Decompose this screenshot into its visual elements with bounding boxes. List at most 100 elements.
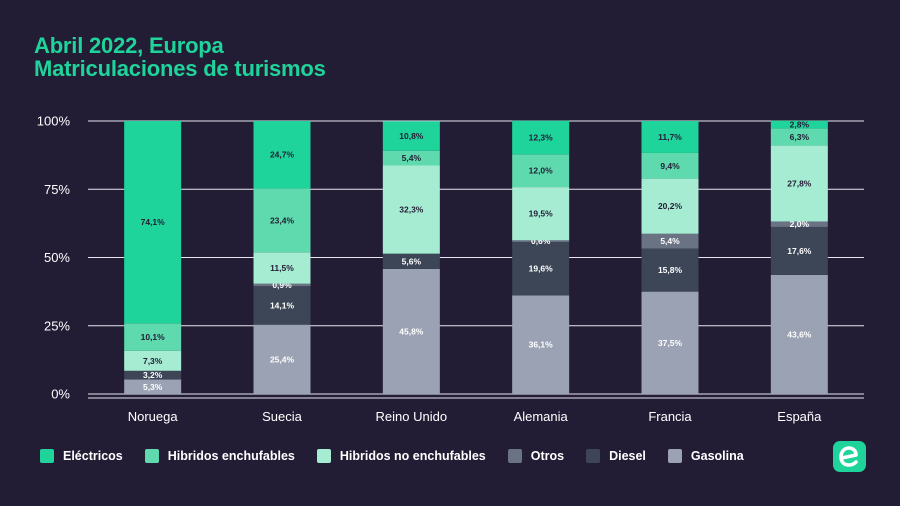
data-label: 32,3%: [399, 205, 424, 215]
stacked-bar-chart: 0% 25% 50% 75% 100% 5,3% 3,2% 7,3% 10,1% 74,1% Nor…: [37, 114, 864, 424]
data-label: 2,8%: [790, 120, 810, 130]
bar-segment: [382, 268, 440, 394]
bar-segment: [512, 295, 570, 394]
data-label: 36,1%: [529, 340, 554, 350]
data-label: 12,3%: [529, 133, 554, 143]
bar-segment: [512, 120, 570, 155]
bar-segment: [641, 248, 699, 292]
bar-segment: [641, 291, 699, 394]
x-tick-label: Reino Unido: [376, 409, 448, 424]
legend-label: Diesel: [609, 449, 646, 463]
legend-item: Hibridos enchufables: [144, 449, 295, 463]
data-label: 11,5%: [270, 263, 294, 273]
y-tick-label: 75%: [44, 182, 70, 197]
data-label: 5,4%: [402, 153, 422, 163]
data-label: 9,4%: [660, 161, 680, 171]
bar-segment: [124, 323, 182, 351]
data-label: 2,0%: [790, 219, 810, 229]
bar-segment: [382, 165, 440, 254]
data-label: 15,8%: [658, 265, 683, 275]
bar-segment: [382, 121, 440, 151]
data-label: 14,1%: [270, 300, 295, 310]
title-line-2: Matriculaciones de turismos: [34, 56, 326, 81]
y-tick-label: 25%: [44, 318, 70, 333]
bar-segment: [124, 370, 182, 380]
y-tick-label: 100%: [37, 114, 71, 129]
bar-segment: [641, 233, 699, 249]
x-tick-label: Suecia: [262, 409, 303, 424]
legend-label: Gasolina: [690, 449, 744, 463]
legend-label: Otros: [530, 449, 565, 463]
bar-segment: [641, 178, 699, 234]
data-label: 17,6%: [787, 246, 812, 256]
data-label: 19,5%: [529, 209, 554, 219]
legend-label: Eléctricos: [63, 449, 123, 463]
bar-segment: [770, 226, 828, 275]
data-label: 37,5%: [658, 338, 683, 348]
data-label: 7,3%: [143, 356, 163, 366]
bar-segment: [253, 283, 311, 287]
data-label: 5,4%: [660, 236, 680, 246]
legend-swatch-icon: [144, 449, 159, 463]
data-label: 12,0%: [529, 166, 554, 176]
data-label: 11,7%: [658, 132, 682, 142]
x-tick-label: Francia: [648, 409, 692, 424]
legend-label: Hibridos enchufables: [167, 449, 295, 463]
bar-segment: [641, 152, 699, 179]
legend-item: Diesel: [586, 449, 646, 463]
data-label: 23,4%: [270, 215, 295, 225]
data-label: 27,8%: [787, 179, 812, 189]
bar-segment: [512, 154, 570, 188]
bar-segment: [124, 379, 182, 394]
data-label: 10,1%: [141, 332, 166, 342]
data-label: 25,4%: [270, 354, 295, 364]
bar-segment: [253, 286, 311, 325]
legend-label: Hibridos no enchufables: [339, 449, 486, 463]
bar-segment: [512, 240, 570, 242]
bar-segment: [641, 121, 699, 153]
chart-legend: Eléctricos Hibridos enchufables Hibridos…: [40, 446, 766, 466]
bar-segment: [253, 188, 311, 253]
data-label: 0,9%: [272, 280, 292, 290]
bar-segment: [124, 121, 182, 324]
data-label: 19,6%: [529, 264, 554, 274]
legend-swatch-icon: [586, 449, 601, 463]
data-label: 24,7%: [270, 150, 295, 160]
legend-swatch-icon: [40, 449, 54, 463]
bar-segment: [512, 187, 570, 241]
bar-segment: [124, 350, 182, 371]
legend-swatch-icon: [667, 449, 682, 463]
bar-segment: [770, 221, 828, 227]
legend-item: Hibridos no enchufables: [316, 449, 486, 463]
data-label: 5,6%: [402, 256, 422, 266]
bar-segment: [382, 150, 440, 166]
data-label: 43,6%: [787, 329, 812, 339]
legend-item: Gasolina: [667, 449, 744, 463]
bar-segment: [253, 324, 311, 394]
legend-item: Otros: [507, 449, 565, 463]
y-tick-label: 0%: [51, 387, 70, 402]
bar-segment: [382, 253, 440, 269]
data-label: 45,8%: [399, 326, 424, 336]
bar-segment: [253, 252, 311, 284]
bar-segment: [253, 121, 311, 189]
legend-swatch-icon: [507, 449, 522, 463]
y-tick-label: 50%: [44, 250, 70, 265]
data-label: 20,2%: [658, 201, 683, 211]
data-label: 10,8%: [399, 131, 424, 141]
data-label: 0,6%: [531, 236, 551, 246]
bar-segment: [770, 128, 828, 146]
bar-segment: [770, 120, 828, 129]
bar-segment: [770, 274, 828, 394]
x-tick-label: Noruega: [128, 409, 179, 424]
legend-swatch-icon: [316, 449, 331, 463]
legend-item: Eléctricos: [40, 449, 123, 463]
data-label: 6,3%: [790, 132, 810, 142]
bar-segment: [770, 145, 828, 222]
bar-segment: [512, 241, 570, 296]
brand-e-logo-icon: [833, 441, 866, 472]
x-tick-label: Alemania: [514, 409, 569, 424]
x-tick-label: España: [777, 409, 822, 424]
data-label: 74,1%: [141, 217, 166, 227]
title-line-1: Abril 2022, Europa: [34, 33, 224, 58]
